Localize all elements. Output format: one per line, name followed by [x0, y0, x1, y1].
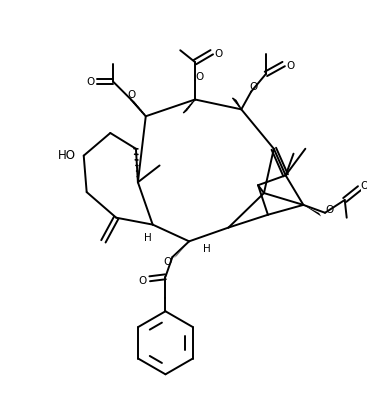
Text: O: O — [215, 49, 223, 59]
Polygon shape — [174, 241, 189, 259]
Text: O: O — [163, 257, 171, 267]
Text: O: O — [360, 181, 367, 191]
Text: H: H — [144, 233, 152, 244]
Text: O: O — [286, 61, 295, 71]
Polygon shape — [304, 205, 321, 217]
Text: O: O — [196, 72, 204, 82]
Text: O: O — [127, 89, 135, 99]
Text: O: O — [139, 276, 147, 286]
Text: H: H — [203, 244, 211, 254]
Text: HO: HO — [58, 149, 76, 162]
Text: O: O — [249, 82, 257, 92]
Text: O: O — [326, 205, 334, 215]
Text: O: O — [87, 77, 95, 87]
